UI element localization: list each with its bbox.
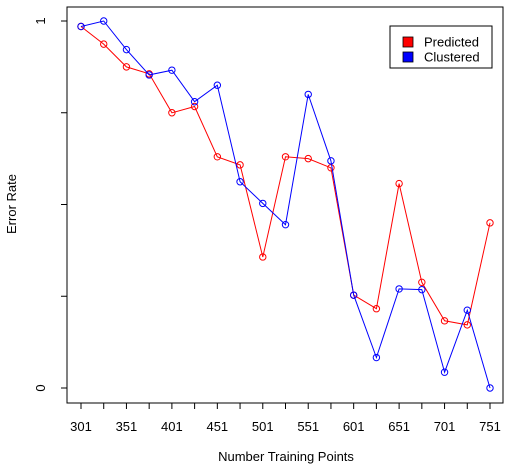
legend-swatch-clustered (402, 51, 414, 63)
data-point-clustered (236, 178, 244, 186)
data-point-predicted (281, 153, 290, 161)
x-tick-label: 601 (343, 419, 365, 434)
data-point-clustered (100, 17, 108, 25)
data-point-predicted (122, 63, 131, 71)
y-tick-label: 1 (33, 17, 48, 24)
data-point-predicted (304, 154, 312, 163)
data-point-clustered (486, 384, 494, 392)
x-tick-label: 701 (434, 419, 456, 434)
legend-label-clustered: Clustered (424, 50, 480, 65)
series-layer (77, 17, 494, 392)
data-point-clustered (327, 157, 335, 165)
series-line-predicted (80, 26, 491, 326)
data-point-clustered (259, 199, 267, 208)
axes (61, 6, 504, 409)
x-tick-label: 651 (388, 419, 410, 434)
y-axis-label: Error Rate (4, 174, 19, 234)
x-tick-label: 301 (70, 419, 92, 434)
data-point-predicted (236, 161, 244, 169)
data-point-predicted (100, 40, 108, 48)
data-point-clustered (463, 306, 471, 314)
data-point-clustered (418, 285, 426, 294)
data-point-clustered (213, 81, 222, 89)
series-line-clustered (80, 20, 491, 389)
x-axis-label: Number Training Points (218, 449, 354, 464)
data-point-clustered (190, 98, 199, 106)
data-point-clustered (77, 22, 85, 31)
data-point-clustered (440, 368, 449, 376)
data-point-predicted (395, 179, 403, 188)
data-point-clustered (281, 220, 290, 229)
data-point-predicted (190, 102, 199, 111)
data-point-clustered (145, 71, 153, 79)
data-point-predicted (168, 109, 176, 117)
data-point-predicted (372, 305, 381, 313)
data-point-clustered (122, 45, 131, 54)
data-point-predicted (418, 278, 426, 287)
x-tick-label: 551 (297, 419, 319, 434)
tick-labels: 301 351 401 451 501 551 601 651 701 751 0 1 (33, 17, 501, 434)
x-tick-label: 451 (206, 419, 228, 434)
data-point-clustered (372, 353, 381, 362)
data-point-predicted (259, 253, 267, 261)
data-point-clustered (168, 66, 176, 74)
x-tick-label: 751 (479, 419, 501, 434)
data-point-clustered (395, 285, 403, 293)
data-point-clustered (349, 291, 358, 299)
data-point-predicted (486, 219, 494, 227)
legend-label-predicted: Predicted (424, 35, 479, 50)
data-point-predicted (463, 321, 471, 329)
data-point-predicted (440, 317, 449, 325)
data-point-clustered (304, 90, 312, 99)
legend: Predicted Clustered (389, 25, 493, 69)
legend-swatch-predicted (402, 36, 414, 48)
y-tick-label: 0 (33, 384, 48, 391)
data-point-predicted (213, 153, 222, 161)
x-tick-label: 501 (252, 419, 274, 434)
data-point-predicted (327, 164, 335, 172)
x-tick-label: 401 (161, 419, 183, 434)
x-tick-label: 351 (116, 419, 138, 434)
